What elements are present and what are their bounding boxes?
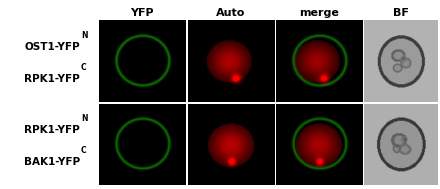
- Text: RPK1-YFP: RPK1-YFP: [24, 74, 80, 84]
- Text: merge: merge: [299, 9, 339, 19]
- Text: OST1-YFP: OST1-YFP: [24, 42, 80, 52]
- Text: C: C: [81, 63, 87, 72]
- Text: N: N: [81, 114, 88, 123]
- Text: C: C: [81, 146, 87, 156]
- Text: Auto: Auto: [216, 9, 246, 19]
- Text: BF: BF: [393, 9, 409, 19]
- Text: BAK1-YFP: BAK1-YFP: [24, 157, 80, 167]
- Text: RPK1-YFP: RPK1-YFP: [24, 125, 80, 135]
- Text: N: N: [81, 31, 88, 40]
- Text: YFP: YFP: [131, 9, 154, 19]
